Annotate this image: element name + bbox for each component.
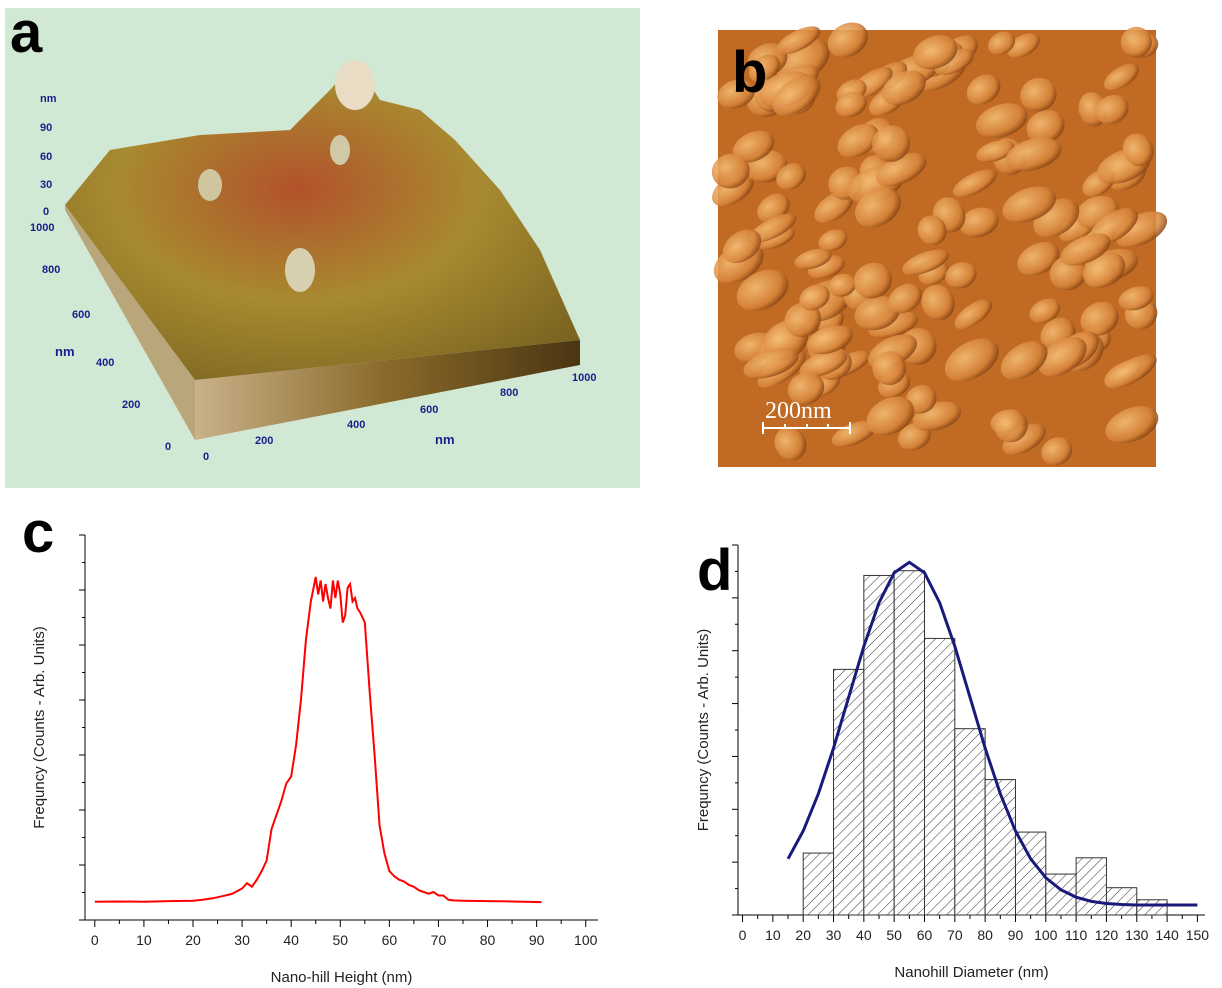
x-tick-label: 150 [1186, 927, 1210, 943]
bar [1106, 888, 1136, 915]
tick-label: 200 [255, 435, 273, 447]
tick-label: 60 [40, 151, 52, 163]
x-tick-label: 30 [826, 927, 842, 943]
page: {"panels":{ "a":{"label":"a","z_axis":{"… [0, 0, 1222, 988]
tick-label: 400 [347, 419, 365, 431]
x-tick-label: 40 [283, 932, 299, 948]
axis-unit: nm [55, 344, 75, 359]
tick-label: 0 [43, 206, 49, 218]
x-tick-label: 110 [1065, 927, 1088, 943]
panel-label: b [732, 40, 767, 105]
figure: a nm 90 60 30 0 1000 800 600 nm 400 200 … [0, 0, 1222, 988]
data-line [95, 577, 542, 902]
x-tick-label: 20 [795, 927, 811, 943]
surface-peak [198, 169, 222, 201]
surface-peak [285, 248, 315, 292]
tick-label: 800 [500, 387, 518, 399]
x-tick-label: 0 [739, 927, 747, 943]
x-tick-label: 100 [574, 932, 598, 948]
panel-a: a nm 90 60 30 0 1000 800 600 nm 400 200 … [5, 0, 640, 488]
tick-label: 0 [203, 451, 209, 463]
bar [1076, 858, 1106, 915]
bar [894, 571, 924, 915]
x-tick-label: 60 [382, 932, 398, 948]
tick-label: 0 [165, 441, 171, 453]
x-tick-label: 40 [856, 927, 872, 943]
x-tick-label: 130 [1125, 927, 1149, 943]
x-tick-label: 70 [947, 927, 963, 943]
x-tick-label: 80 [977, 927, 993, 943]
x-axis-label: Nano-hill Height (nm) [271, 969, 413, 986]
axis-unit: nm [435, 432, 455, 447]
bar [834, 669, 864, 915]
x-tick-label: 50 [886, 927, 902, 943]
x-tick-label: 90 [529, 932, 545, 948]
axis-unit: nm [40, 93, 57, 105]
y-axis-label: Frequncy (Counts - Arb. Units) [31, 626, 48, 829]
panel-b: b 200nm [706, 16, 1173, 471]
bar [803, 853, 833, 915]
x-tick-label: 120 [1095, 927, 1119, 943]
panel-label: c [22, 500, 54, 565]
x-tick-label: 100 [1034, 927, 1058, 943]
x-tick-label: 80 [480, 932, 496, 948]
tick-label: 600 [72, 309, 90, 321]
panel-label: d [697, 538, 732, 603]
x-tick-label: 10 [765, 927, 781, 943]
bar [924, 638, 954, 915]
x-tick-label: 10 [136, 932, 152, 948]
bar [864, 575, 894, 915]
x-tick-label: 60 [917, 927, 933, 943]
tick-label: 30 [40, 179, 52, 191]
bar [1137, 900, 1167, 915]
x-tick-label: 140 [1155, 927, 1179, 943]
tick-label: 800 [42, 264, 60, 276]
scale-bar-label: 200nm [765, 398, 832, 424]
tick-label: 600 [420, 404, 438, 416]
panel-label: a [10, 0, 43, 65]
x-tick-label: 20 [185, 932, 201, 948]
surface-peak [335, 60, 375, 110]
x-tick-label: 0 [91, 932, 99, 948]
tick-label: 200 [122, 399, 140, 411]
tick-label: 90 [40, 122, 52, 134]
x-axis-label: Nanohill Diameter (nm) [894, 964, 1048, 981]
x-tick-label: 70 [431, 932, 447, 948]
tick-label: 1000 [572, 372, 596, 384]
tick-label: 1000 [30, 222, 54, 234]
tick-label: 400 [96, 357, 114, 369]
x-tick-label: 50 [332, 932, 348, 948]
y-axis-label: Frequncy (Counts - Arb. Units) [695, 629, 712, 832]
surface-peak [330, 135, 350, 165]
x-tick-label: 30 [234, 932, 250, 948]
x-tick-label: 90 [1008, 927, 1024, 943]
bar [985, 780, 1015, 915]
bar [955, 729, 985, 915]
